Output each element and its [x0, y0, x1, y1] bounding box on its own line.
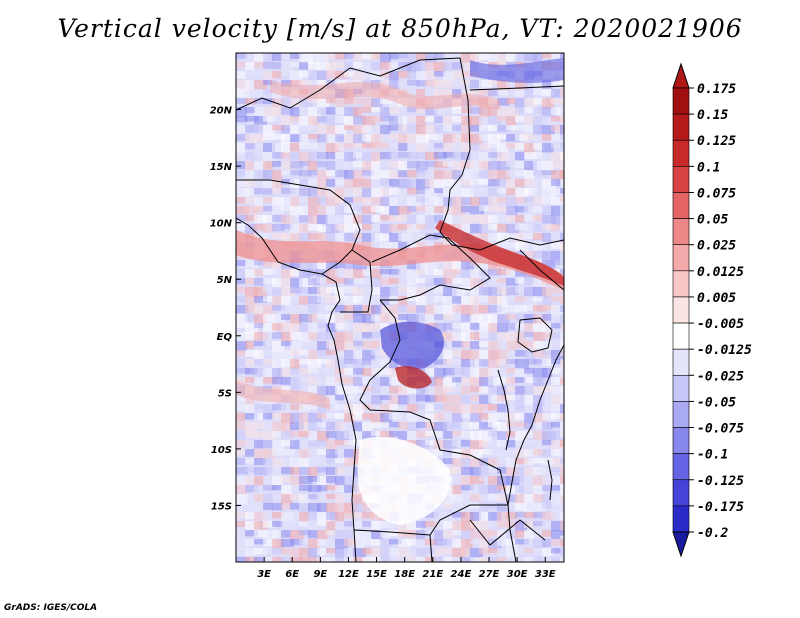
colorbar-label: 0.005 — [697, 291, 736, 306]
border-car — [371, 234, 491, 301]
lat-tick-label: 15S — [211, 501, 232, 512]
lon-tick-label: 12E — [338, 569, 359, 580]
colorbar-swatch — [672, 348, 690, 376]
ascent-band-south — [236, 380, 330, 410]
colorbar-top-arrow — [672, 62, 690, 89]
colorbar-label: -0.0125 — [697, 343, 752, 358]
lon-tick-label: 15E — [366, 569, 387, 580]
lake-tanganyika — [497, 369, 511, 451]
descent-band-northeast — [470, 58, 564, 83]
ascent-band-north — [270, 80, 500, 110]
border-sudan-ethiopia — [469, 85, 564, 291]
lat-tick-label: 5S — [218, 388, 232, 399]
colorbar-swatch — [672, 505, 690, 533]
colorbar-swatch — [672, 192, 690, 219]
colorbar-swatch — [672, 296, 690, 324]
colorbar-swatch — [672, 270, 690, 298]
descent-band-congo — [380, 321, 445, 369]
colorbar-swatch — [672, 374, 690, 402]
colorbar-label: -0.175 — [697, 500, 744, 515]
colorbar-label: 0.15 — [697, 108, 728, 123]
colorbar-label: 0.0125 — [697, 265, 744, 280]
lake-victoria — [517, 317, 553, 353]
colorbar-swatch — [672, 427, 690, 454]
colorbar-swatch — [672, 113, 690, 141]
colorbar-swatch — [672, 218, 690, 246]
lat-tick-label: 15N — [210, 162, 233, 173]
map-frame — [235, 52, 565, 563]
colorbar-label: 0.025 — [697, 239, 736, 254]
colorbar-label: -0.05 — [697, 395, 736, 410]
colorbar-swatch — [672, 401, 690, 428]
map-boundaries — [236, 57, 564, 562]
colorbar: 0.175 0.15 0.125 0.1 0.075 0.05 0.025 0.0125 0.0… — [672, 62, 752, 558]
lon-tick-label: 27E — [479, 569, 500, 580]
lon-tick-label: 6E — [285, 569, 299, 580]
colorbar-label: 0.125 — [697, 134, 736, 149]
colorbar-label: -0.025 — [697, 369, 744, 384]
border-niger-algeria — [236, 57, 471, 176]
colorbar-label: 0.175 — [697, 82, 736, 97]
lon-tick-label: 18E — [394, 569, 415, 580]
border-cameroon — [340, 249, 373, 313]
border-drc — [359, 299, 509, 506]
lat-tick-label: 5N — [217, 275, 233, 286]
lon-tick-label: 21E — [422, 569, 443, 580]
colorbar-swatch — [672, 139, 690, 167]
lat-tick-label: EQ — [217, 332, 233, 343]
border-south — [429, 519, 546, 562]
border-nigeria — [236, 179, 361, 275]
longitude-axis: 3E 6E 9E 12E 15E 18E 21E 24E 27E 30E 33E — [257, 557, 556, 580]
map-title: Vertical velocity [m/s] at 850hPa, VT: 2… — [57, 14, 743, 43]
colorbar-label: -0.2 — [697, 526, 728, 541]
border-chad-sudan — [439, 174, 564, 251]
coastline-east-africa — [507, 344, 564, 562]
ascent-spot-congo — [395, 365, 432, 389]
colorbar-swatch — [672, 244, 690, 272]
grads-credit: GrADS: IGES/COLA — [4, 603, 98, 613]
border-angola-zambia — [353, 504, 508, 536]
lon-tick-label: 9E — [313, 569, 327, 580]
colorbar-swatch — [672, 87, 690, 115]
colorbar-swatch — [672, 479, 690, 507]
colorbar-label: -0.125 — [697, 474, 744, 489]
coastline-west-africa — [236, 217, 357, 562]
lon-tick-label: 24E — [451, 569, 472, 580]
velocity-field — [236, 53, 564, 562]
colorbar-label: -0.075 — [697, 422, 744, 437]
colorbar-bottom-arrow — [672, 531, 690, 558]
colorbar-label: 0.075 — [697, 186, 736, 201]
lon-tick-label: 30E — [507, 569, 528, 580]
lat-tick-label: 10S — [211, 445, 232, 456]
lake-malawi — [547, 459, 553, 501]
colorbar-label: -0.005 — [697, 317, 744, 332]
lon-tick-label: 33E — [535, 569, 556, 580]
lon-tick-label: 3E — [257, 569, 271, 580]
colorbar-swatch — [672, 322, 690, 350]
colorbar-label: -0.1 — [697, 448, 728, 463]
latitude-axis: 20N 15N 10N 5N EQ 5S 10S 15S — [210, 106, 241, 512]
colorbar-swatch — [672, 166, 690, 193]
colorbar-label: 0.1 — [697, 160, 720, 175]
lat-tick-label: 10N — [210, 219, 233, 230]
weak-zone-angola — [357, 436, 451, 525]
ascent-band-central — [236, 230, 564, 290]
ascent-band-east — [435, 220, 564, 286]
colorbar-swatch — [672, 453, 690, 481]
lat-tick-label: 20N — [210, 106, 233, 117]
colorbar-label: 0.05 — [697, 213, 728, 228]
